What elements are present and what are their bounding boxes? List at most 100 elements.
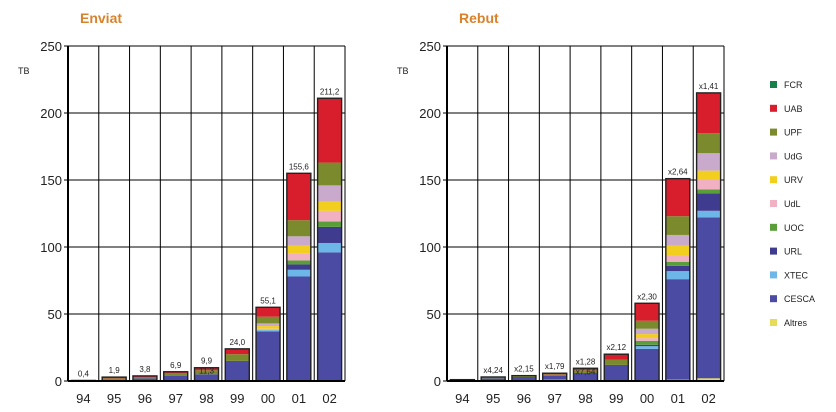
x-tick-label: 00 [640, 391, 654, 406]
bar-segment [256, 331, 281, 381]
data-label: x1,28 [576, 357, 596, 366]
x-tick-label: 97 [547, 391, 561, 406]
bar-segment [635, 303, 660, 321]
x-tick-label: 99 [230, 391, 244, 406]
legend-label: URL [784, 247, 802, 257]
bar-segment [665, 271, 690, 280]
chart-panel-rebut: Rebut TB 0 50 100 150 200 250 94 x4,24 95 x2,15 96… [397, 10, 725, 406]
x-tick-label: 96 [138, 391, 152, 406]
bar-segment [542, 375, 567, 380]
bar-segment [317, 226, 342, 243]
bar-segment [286, 253, 311, 261]
bar-segment [286, 173, 311, 221]
bar-segment [317, 98, 342, 163]
bar-segment [696, 153, 721, 171]
bar-segment [317, 162, 342, 186]
y-tick-label: 150 [40, 173, 62, 188]
bar-segment [286, 220, 311, 237]
y-tick-label: 0 [55, 374, 62, 389]
y-unit-label: TB [18, 66, 30, 76]
bar-segment [317, 221, 342, 227]
legend-label: FCR [784, 80, 803, 90]
bar-segment [256, 328, 281, 331]
bar-segment [665, 245, 690, 256]
data-label: 9,9 [201, 357, 213, 366]
bar-segment [665, 234, 690, 246]
legend-label: XTEC [784, 270, 809, 280]
bar-segment [286, 260, 311, 265]
bar-segment [317, 201, 342, 211]
x-tick-label: 94 [455, 391, 469, 406]
bar-segment [665, 279, 690, 380]
bar-segment [194, 374, 219, 381]
data-label: x2,15 [514, 365, 534, 374]
x-tick-label: 01 [292, 391, 306, 406]
data-label: 1,9 [109, 366, 121, 375]
data-label: 24,0 [229, 338, 245, 347]
bar-segment [635, 328, 660, 335]
bar-segment [696, 133, 721, 154]
bar-segment [256, 330, 281, 332]
legend-swatch [770, 176, 777, 184]
legend-label: CESCA [784, 294, 815, 304]
data-label: 0,4 [78, 369, 90, 378]
data-label: 211,2 [320, 87, 340, 96]
bar-segment [665, 178, 690, 217]
bar-segment [696, 92, 721, 134]
y-tick-label: 200 [40, 106, 62, 121]
data-label: 55,1 [260, 296, 276, 305]
x-tick-label: 98 [199, 391, 213, 406]
bar-segment [132, 378, 157, 381]
bar-segment [635, 346, 660, 349]
bar-segment [256, 326, 281, 329]
bar-segment [573, 368, 598, 371]
x-tick-label: 02 [701, 391, 715, 406]
y-tick-label: 250 [40, 39, 62, 54]
x-tick-label: 96 [517, 391, 531, 406]
bar-segment [635, 334, 660, 339]
data-label: x2,12 [606, 343, 626, 352]
legend-label: UdG [784, 151, 803, 161]
y-tick-label: 50 [427, 307, 441, 322]
x-tick-label: 98 [578, 391, 592, 406]
bar-segment [163, 372, 188, 376]
bar-segment [132, 376, 157, 379]
y-tick-label: 200 [419, 106, 441, 121]
legend-label: UAB [784, 104, 803, 114]
bar-segment [665, 261, 690, 266]
bar-segment [256, 323, 281, 327]
bar-segment [696, 189, 721, 194]
x-tick-label: 97 [168, 391, 182, 406]
bar-segment [102, 378, 127, 380]
bar-segment [317, 252, 342, 381]
legend: FCR UAB UPF UdG URV UdL UOC URL XTEC CESCA Altres [770, 80, 815, 328]
y-tick-label: 0 [434, 374, 441, 389]
bar-segment [696, 180, 721, 190]
legend-swatch [770, 319, 777, 326]
bar-segment [317, 242, 342, 253]
x-tick-label: 01 [671, 391, 685, 406]
bar-segment [256, 316, 281, 324]
legend-label: UOC [784, 223, 805, 233]
bar-segment [163, 375, 188, 381]
bar-segment [635, 348, 660, 381]
bar-segment [696, 193, 721, 211]
y-tick-label: 150 [419, 173, 441, 188]
data-label: x1,41 [699, 82, 719, 91]
bar-segment [542, 374, 567, 376]
bar-segment [194, 367, 219, 371]
legend-swatch [770, 247, 777, 255]
bar-segment [665, 265, 690, 272]
x-tick-label: 99 [609, 391, 623, 406]
data-label: 6,9 [170, 361, 182, 370]
bar-segment [225, 360, 250, 381]
legend-label: UPF [784, 128, 803, 138]
legend-swatch [770, 200, 777, 207]
legend-swatch [770, 104, 777, 112]
data-label: 3,8 [139, 365, 151, 374]
y-tick-label: 50 [48, 307, 62, 322]
x-tick-label: 02 [322, 391, 336, 406]
data-label: x2,30 [637, 292, 657, 301]
legend-label: URV [784, 175, 803, 185]
x-tick-label: 95 [107, 391, 121, 406]
